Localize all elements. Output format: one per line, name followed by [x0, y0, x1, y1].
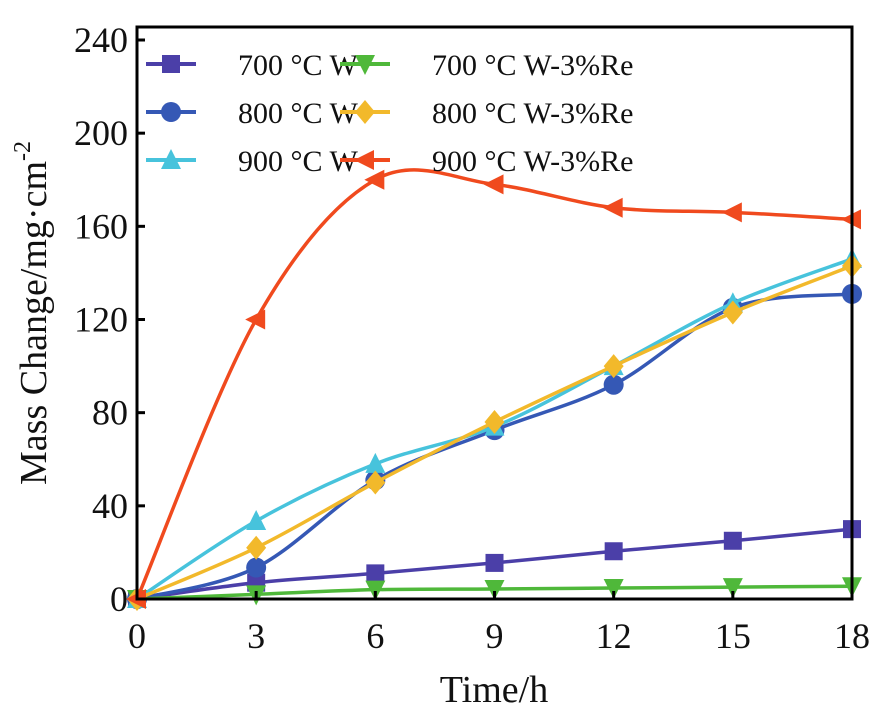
x-tick-label: 9 [486, 616, 504, 656]
y-tick-label: 160 [74, 206, 128, 246]
data-point [365, 470, 386, 495]
x-axis-title: Time/h [440, 669, 548, 711]
data-point [722, 300, 743, 325]
data-point [485, 553, 504, 572]
data-point [364, 169, 385, 190]
data-point [484, 409, 505, 434]
data-point [365, 452, 386, 473]
data-point [721, 202, 742, 223]
legend-label: 800 °C W [238, 97, 358, 130]
y-tick-label: 120 [74, 300, 128, 340]
data-point [722, 578, 743, 599]
y-axis-title-superscript: -2 [10, 141, 36, 161]
legend-marker-icon [355, 100, 375, 124]
legend-label: 900 °C W [238, 145, 358, 178]
data-point [366, 564, 385, 583]
data-point [484, 579, 505, 600]
legend-marker-icon [354, 150, 374, 170]
y-axis-title: Mass Change/mg·cm-2 [10, 141, 55, 485]
legend-marker-icon [355, 55, 375, 75]
x-tick-label: 18 [834, 616, 870, 656]
legend-label: 700 °C W-3%Re [432, 49, 633, 82]
data-point [603, 579, 624, 600]
legend: 700 °C W 800 °C W 900 °C W 700 °C W-3%Re 800… [146, 49, 633, 178]
legend-item: 700 °C W [146, 49, 358, 82]
legend-item: 900 °C W [146, 145, 358, 178]
legend-marker-icon [161, 149, 181, 169]
y-tick-label: 0 [110, 579, 128, 619]
legend-marker-icon [162, 55, 180, 73]
legend-label: 700 °C W [238, 49, 358, 82]
x-tick-label: 15 [715, 616, 751, 656]
x-tick-label: 3 [247, 616, 265, 656]
data-point [604, 542, 623, 561]
series-5 [126, 168, 861, 609]
data-point [603, 374, 624, 395]
data-point [246, 557, 267, 578]
data-point [483, 174, 504, 195]
y-axis-title-group: Mass Change/mg·cm-2 [10, 141, 55, 485]
data-point [723, 531, 742, 550]
y-tick-label: 80 [92, 393, 128, 433]
x-tick-label: 6 [366, 616, 384, 656]
legend-item: 700 °C W-3%Re [340, 49, 633, 82]
ticks-layer: 0 3 6 9 12 15 18 0 40 80 120 160 200 240 [74, 20, 870, 656]
legend-item: 800 °C W [146, 97, 358, 130]
y-tick-label: 200 [74, 113, 128, 153]
legend-label: 800 °C W-3%Re [432, 97, 633, 130]
legend-item: 900 °C W-3%Re [340, 145, 633, 178]
series-4 [127, 253, 862, 611]
data-point [365, 580, 386, 601]
series-layer [126, 168, 862, 611]
y-axis-title-main: Mass Change/mg·cm [13, 161, 55, 485]
legend-label: 900 °C W-3%Re [432, 145, 633, 178]
data-point [603, 354, 624, 379]
y-tick-label: 240 [74, 20, 128, 60]
y-tick-label: 40 [92, 486, 128, 526]
x-tick-label: 0 [128, 616, 146, 656]
x-tick-label: 12 [596, 616, 632, 656]
legend-item: 800 °C W-3%Re [340, 97, 633, 130]
series-line [135, 168, 853, 600]
data-point [245, 309, 266, 330]
data-point [602, 197, 623, 218]
legend-marker-icon [161, 102, 181, 122]
data-point [246, 509, 267, 530]
data-point [246, 535, 267, 560]
